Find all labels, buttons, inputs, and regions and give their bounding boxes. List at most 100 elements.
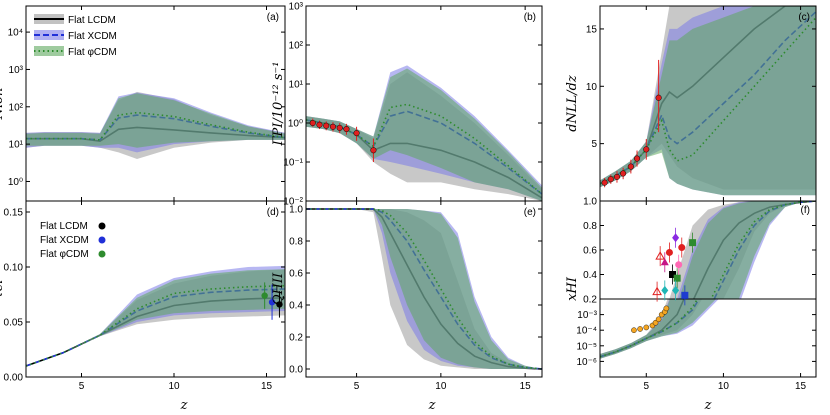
data-point bbox=[353, 130, 360, 137]
data-point bbox=[631, 327, 637, 334]
data-point bbox=[601, 179, 608, 186]
data-point bbox=[672, 233, 680, 243]
y-tick-label: 10³ bbox=[9, 65, 24, 76]
y-tick-label: 15 bbox=[586, 24, 598, 35]
band-phicdm bbox=[600, 299, 717, 359]
line-phicdm bbox=[306, 208, 542, 370]
data-point bbox=[316, 121, 323, 128]
y-tick-label: 0.05 bbox=[4, 318, 24, 329]
legend-tau-phicdm: Flat φCDM bbox=[40, 249, 89, 260]
data-point bbox=[660, 258, 669, 266]
frame bbox=[305, 200, 543, 378]
y-tick-label: 0.6 bbox=[289, 269, 303, 280]
x-tick-label: 10 bbox=[718, 381, 730, 392]
legend-top: Flat LCDM Flat XCDM Flat φCDM bbox=[34, 14, 117, 58]
x-tick-label: 5 bbox=[79, 381, 85, 392]
data-point bbox=[689, 239, 697, 247]
y-tick-label: 10¹ bbox=[289, 80, 304, 91]
y-tick-label: 10³ bbox=[289, 2, 304, 13]
band-phicdm bbox=[306, 68, 542, 201]
y-tick-label: 10⁰ bbox=[288, 119, 303, 130]
data-point bbox=[620, 170, 627, 177]
data-point bbox=[329, 123, 337, 130]
data-point bbox=[613, 173, 621, 180]
data-point bbox=[673, 274, 681, 282]
y-tick-label: 10⁻⁵ bbox=[576, 341, 597, 352]
y-tick-label: 10⁻¹ bbox=[283, 158, 303, 169]
panel-a: 10⁰ 10¹ 10² 10³ 10⁴ Nion (a) bbox=[0, 5, 286, 202]
y-axis-title: xHI bbox=[565, 276, 580, 301]
line-phicdm bbox=[26, 284, 285, 367]
data-point bbox=[675, 261, 683, 269]
legend-tau-xcdm: Flat XCDM bbox=[40, 235, 89, 246]
y-tick-label: 5 bbox=[591, 139, 597, 150]
data-point bbox=[633, 155, 641, 162]
y-tick-label: 0.4 bbox=[583, 270, 597, 281]
y-tick-label: 10² bbox=[289, 41, 304, 52]
legend-lcdm: Flat LCDM bbox=[68, 15, 116, 26]
y-axis-title: QHII bbox=[271, 272, 286, 305]
y-tick-label: 10⁰ bbox=[8, 177, 23, 188]
data-point bbox=[637, 326, 643, 332]
y-axis-title: dNLL/dz bbox=[565, 75, 580, 132]
y-tick-label: 10¹ bbox=[9, 140, 24, 151]
y-tick-label: 0.8 bbox=[289, 237, 303, 248]
y-tick-label: 0.10 bbox=[4, 263, 24, 274]
data-point bbox=[643, 146, 650, 153]
frame bbox=[25, 200, 286, 378]
legend-xcdm: Flat XCDM bbox=[68, 31, 117, 42]
data-point bbox=[655, 251, 666, 260]
data-point bbox=[678, 244, 686, 252]
data-point bbox=[268, 299, 276, 306]
x-tick-label: 10 bbox=[168, 381, 180, 392]
y-tick-label: 0.0 bbox=[289, 365, 303, 376]
data-point bbox=[323, 122, 330, 129]
y-tick-label: 10⁻⁴ bbox=[576, 326, 597, 337]
y-tick-label: 0.2 bbox=[289, 333, 303, 344]
data-point bbox=[663, 305, 670, 312]
data-point bbox=[627, 163, 634, 170]
y-tick-label: 0.8 bbox=[583, 221, 597, 232]
y-tick-label: 10⁴ bbox=[8, 28, 23, 39]
data-point bbox=[681, 291, 689, 299]
panel-c: 5 10 15 dNLL/dz (c) bbox=[565, 5, 817, 202]
y-tick-label: 1.0 bbox=[583, 197, 597, 208]
panel-label: (d) bbox=[267, 207, 279, 218]
panel-label: (b) bbox=[524, 12, 536, 23]
panel-label: (f) bbox=[801, 205, 810, 216]
y-tick-label: 0.4 bbox=[289, 301, 303, 312]
legend-tau-lcdm: Flat LCDM bbox=[40, 221, 88, 232]
data-point bbox=[655, 94, 662, 101]
data-point bbox=[370, 147, 377, 154]
data-point bbox=[665, 248, 673, 256]
legend-tau: Flat LCDM Flat XCDM Flat φCDM bbox=[40, 221, 106, 260]
panel-b: 10⁻² 10⁻¹ 10⁰ 10¹ 10² 10³ ΓPI/10⁻¹² s⁻¹ (b) bbox=[271, 2, 543, 208]
y-axis-title: ΓPI/10⁻¹² s⁻¹ bbox=[271, 62, 286, 147]
data-point bbox=[669, 271, 677, 278]
y-tick-label: 10 bbox=[586, 82, 598, 93]
data-point bbox=[607, 176, 614, 183]
x-tick-label: 5 bbox=[354, 381, 360, 392]
data-point bbox=[336, 124, 343, 131]
x-tick-label: 15 bbox=[261, 381, 273, 392]
y-tick-label: 10⁻⁶ bbox=[576, 357, 597, 368]
data-point bbox=[672, 285, 680, 295]
frame bbox=[599, 298, 817, 378]
band-phicdm bbox=[679, 201, 816, 299]
panel-e: 0.0 0.2 0.4 0.6 0.8 1.0 5 10 15 QHII (e) bbox=[271, 200, 543, 392]
x-axis-title-2: z bbox=[428, 398, 436, 413]
y-tick-label: 10⁻² bbox=[283, 197, 303, 208]
y-tick-label: 0.15 bbox=[4, 208, 24, 219]
x-tick-label: 10 bbox=[435, 381, 447, 392]
data-point bbox=[261, 292, 268, 299]
data-point bbox=[655, 316, 662, 323]
x-tick-label: 5 bbox=[644, 381, 650, 392]
line-phicdm bbox=[26, 111, 285, 141]
y-axis-title: τel bbox=[0, 279, 6, 298]
panel-label: (e) bbox=[524, 207, 536, 218]
x-tick-label: 15 bbox=[795, 381, 807, 392]
data-point bbox=[643, 324, 650, 331]
y-tick-label: 0.2 bbox=[583, 295, 597, 306]
data-point bbox=[652, 319, 659, 326]
